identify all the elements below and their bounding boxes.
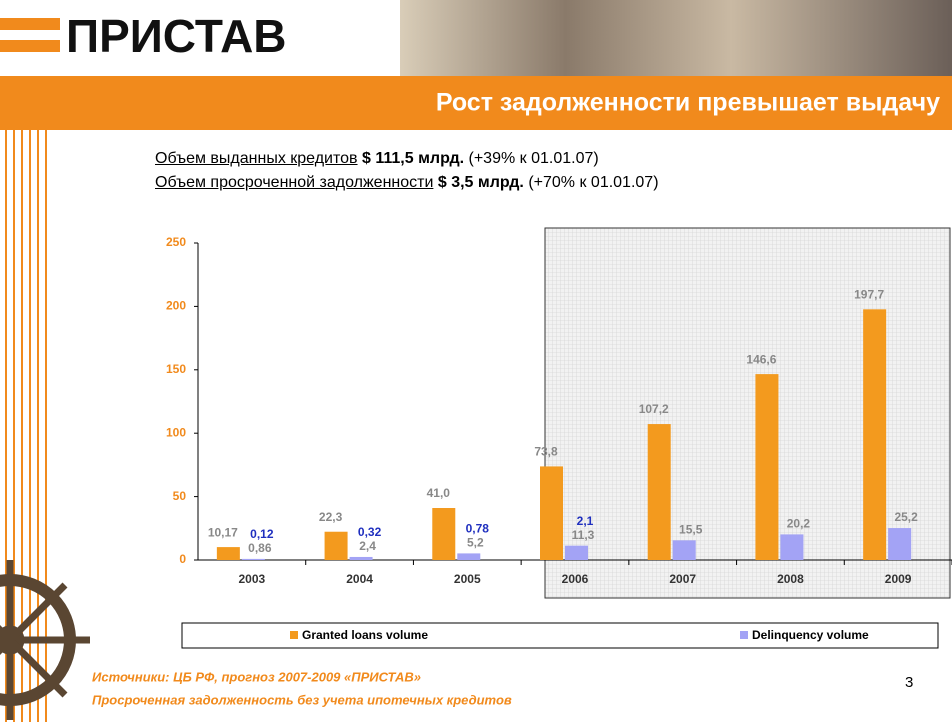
slide-title: Рост задолженности превышает выдачу <box>436 89 940 117</box>
photo-strip <box>400 0 952 76</box>
bar <box>324 531 348 560</box>
value-label: 107,2 <box>639 402 669 416</box>
legend <box>181 622 939 649</box>
bar <box>755 374 779 560</box>
y-tick-label: 100 <box>166 425 186 439</box>
summary-label: Объем просроченной задолженности <box>155 174 434 191</box>
value-label: 5,2 <box>467 536 484 550</box>
y-tick-label: 200 <box>166 299 186 313</box>
y-tick-label: 50 <box>173 489 187 503</box>
summary-change: (+39% к 01.01.07) <box>468 150 599 167</box>
legend-swatch <box>290 631 298 639</box>
logo-bar <box>0 18 60 30</box>
bar <box>672 540 696 560</box>
legend-label: Granted loans volume <box>302 628 428 642</box>
summary-label: Объем выданных кредитов <box>155 150 358 167</box>
value-label: 73,8 <box>534 445 558 459</box>
value-label: 20,2 <box>787 517 811 531</box>
value-label: 0,86 <box>248 541 272 555</box>
value-label: 15,5 <box>679 523 703 537</box>
x-tick-label: 2003 <box>239 572 266 586</box>
value-label: 2,4 <box>359 539 376 553</box>
value-label: 197,7 <box>854 287 884 301</box>
page-number: 3 <box>905 674 913 691</box>
annotation: 0,78 <box>466 522 490 536</box>
value-label: 11,3 <box>572 528 595 542</box>
summary-change: (+70% к 01.01.07) <box>528 174 659 191</box>
bar <box>241 558 265 560</box>
value-label: 22,3 <box>319 510 343 524</box>
logo-bar <box>0 40 60 52</box>
value-label: 41,0 <box>427 486 451 500</box>
annotation: 2,1 <box>577 514 594 528</box>
legend-label: Delinquency volume <box>752 628 869 642</box>
x-tick-label: 2005 <box>454 572 481 586</box>
bar <box>457 553 481 560</box>
legend-swatch <box>740 631 748 639</box>
side-stripes <box>5 130 47 722</box>
bar <box>863 309 887 560</box>
logo: ПРИСТАВ <box>66 10 287 62</box>
bar <box>216 547 240 560</box>
value-label: 25,2 <box>894 510 918 524</box>
value-label: 10,17 <box>208 525 238 539</box>
x-tick-label: 2008 <box>777 572 804 586</box>
bar <box>647 424 671 560</box>
x-tick-label: 2004 <box>346 572 373 586</box>
annotation: 0,12 <box>250 527 274 541</box>
x-tick-label: 2006 <box>562 572 589 586</box>
footer-source: Источники: ЦБ РФ, прогноз 2007-2009 «ПРИ… <box>92 669 421 684</box>
y-tick-label: 0 <box>179 552 186 566</box>
summary-amount: $ 111,5 млрд. <box>362 150 465 167</box>
bar <box>432 508 456 560</box>
y-tick-label: 250 <box>166 235 186 249</box>
x-tick-label: 2007 <box>669 572 696 586</box>
bar <box>540 466 563 560</box>
summary-line: Объем просроченной задолженности $ 3,5 м… <box>155 174 659 192</box>
wheel <box>0 560 90 720</box>
x-tick-label: 2009 <box>885 572 912 586</box>
summary-line: Объем выданных кредитов $ 111,5 млрд. (+… <box>155 150 599 168</box>
bar <box>888 528 912 560</box>
summary-amount: $ 3,5 млрд. <box>437 174 524 191</box>
bar <box>780 534 804 560</box>
footer-note: Просроченная задолженность без учета ипо… <box>92 692 512 707</box>
bar <box>349 556 373 560</box>
title-band <box>0 76 952 130</box>
annotation: 0,32 <box>358 525 382 539</box>
y-tick-label: 150 <box>166 362 186 376</box>
bar <box>565 545 588 560</box>
value-label: 146,6 <box>746 352 776 366</box>
